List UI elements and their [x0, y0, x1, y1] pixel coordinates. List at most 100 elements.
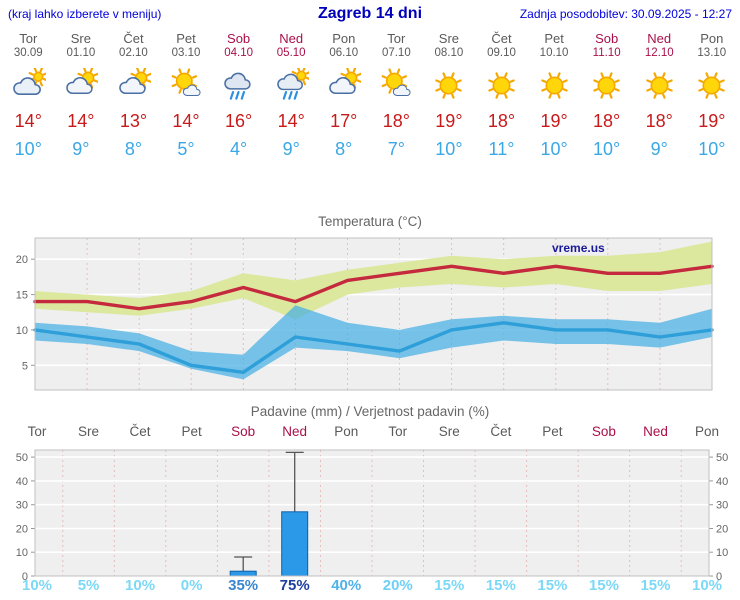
mostly-sunny-icon [370, 68, 423, 105]
day-max-temp: 14° [172, 111, 200, 131]
temperature-chart: 5 10 15 20 vreme.us [16, 237, 714, 391]
forecast-day-column: Sre 01.10 14° 9° [55, 31, 108, 160]
svg-text:15: 15 [16, 290, 28, 302]
day-date: 06.10 [329, 47, 359, 59]
day-min-temp: 9° [282, 139, 300, 159]
min-range-band [35, 305, 712, 380]
precip-day-label: Sob [231, 424, 256, 439]
watermark: vreme.us [552, 241, 605, 255]
day-date: 02.10 [119, 47, 148, 59]
day-max-temp: 17° [330, 111, 358, 131]
day-date: 12.10 [644, 47, 674, 59]
forecast-day-column: Tor 30.09 14° 10° [2, 31, 55, 160]
precip-probability: 20% [382, 577, 413, 594]
sun-icon [423, 68, 476, 105]
day-max-temp: 18° [593, 111, 621, 131]
svg-text:40: 40 [716, 476, 728, 488]
precip-probability: 40% [331, 577, 362, 594]
precip-probability: 15% [588, 577, 619, 594]
day-max-temp: 14° [277, 111, 305, 131]
svg-text:30: 30 [16, 500, 28, 512]
day-max-temp: 14° [14, 111, 42, 131]
day-date: 09.10 [487, 47, 516, 59]
precip-probability: 15% [640, 577, 671, 594]
day-date: 03.10 [171, 47, 201, 59]
day-max-temp: 18° [487, 111, 516, 131]
precip-probability: 5% [77, 577, 100, 594]
day-date: 07.10 [381, 47, 411, 59]
day-max-temp: 19° [540, 111, 568, 131]
forecast-day-column: Sre 08.10 19° 10° [423, 31, 476, 160]
svg-text:20: 20 [716, 523, 728, 535]
day-name: Ned [647, 31, 672, 46]
day-max-temp: 13° [119, 111, 148, 131]
day-max-temp: 18° [382, 111, 410, 131]
precip-day-label: Tor [388, 424, 408, 439]
day-max-temp: 19° [435, 111, 463, 131]
forecast-day-column: Čet 09.10 18° 11° [475, 31, 528, 160]
rain-sun-icon [265, 65, 318, 105]
day-name: Sre [70, 31, 91, 46]
temperature-chart-title: Temperatura (°C) [318, 214, 422, 229]
max-temp-line [33, 264, 714, 311]
day-date: 01.10 [66, 47, 96, 59]
day-min-temp: 9° [650, 139, 668, 159]
forecast-day-column: Sob 11.10 18° 10° [580, 31, 633, 160]
sun-icon [686, 68, 739, 105]
forecast-day-column: Pon 06.10 17° 8° [317, 31, 370, 160]
day-min-temp: 10° [593, 139, 621, 159]
precip-probability: 10% [691, 577, 723, 594]
day-date: 08.10 [434, 47, 464, 59]
forecast-day-column: Pet 10.10 19° 10° [528, 31, 581, 160]
precip-probability: 15% [485, 577, 516, 594]
svg-text:50: 50 [16, 452, 28, 464]
precip-day-label: Ned [643, 424, 668, 439]
mostly-cloudy-icon [2, 67, 55, 105]
precip-day-label: Sre [438, 424, 460, 439]
precip-probability: 35% [228, 577, 259, 594]
precip-day-label: Čet [129, 424, 151, 439]
day-min-temp: 8° [124, 139, 143, 159]
day-name: Tor [387, 31, 406, 46]
precip-day-label: Pon [694, 424, 720, 439]
day-date: 10.10 [539, 47, 569, 59]
min-temp-line [33, 321, 714, 375]
svg-text:10: 10 [716, 547, 728, 559]
forecast-day-column: Čet 02.10 13° 8° [107, 31, 160, 160]
svg-text:0: 0 [716, 571, 722, 583]
last-update-label: Zadnja posodobitev: 30.09.2025 - 12:27 [519, 7, 732, 21]
svg-text:10: 10 [16, 547, 28, 559]
day-name: Čet [491, 31, 512, 46]
svg-text:50: 50 [716, 452, 728, 464]
partly-cloudy-icon [317, 67, 370, 105]
page-title: Zagreb 14 dni [317, 5, 423, 22]
precip-bar [229, 570, 257, 577]
day-date: 04.10 [224, 47, 253, 59]
day-name: Pet [544, 31, 564, 46]
day-min-temp: 7° [387, 139, 405, 159]
partly-cloudy-icon [55, 67, 108, 105]
day-date: 05.10 [276, 47, 306, 59]
day-date: 11.10 [592, 47, 621, 59]
sun-icon [633, 68, 686, 105]
day-max-temp: 19° [698, 111, 726, 131]
day-name: Sre [438, 31, 460, 46]
precip-day-label: Sob [591, 424, 616, 439]
precip-probability: 15% [537, 577, 568, 594]
svg-text:40: 40 [16, 476, 28, 488]
forecast-day-column: Pet 03.10 14° 5° [160, 31, 213, 160]
day-name: Tor [19, 31, 38, 46]
sun-icon [580, 68, 633, 105]
forecast-day-column: Pon 13.10 19° 10° [686, 31, 739, 160]
svg-text:30: 30 [716, 500, 728, 512]
precip-day-label: Sre [78, 424, 100, 439]
day-date: 13.10 [697, 47, 727, 59]
day-name: Čet [123, 31, 144, 46]
partly-cloudy-icon [107, 67, 160, 105]
precip-day-label: Tor [27, 424, 47, 439]
precip-probability: 10% [21, 577, 53, 594]
svg-text:10: 10 [16, 325, 28, 337]
day-name: Sob [227, 31, 251, 46]
day-max-temp: 14° [67, 111, 95, 131]
precip-day-label: Ned [282, 424, 308, 439]
